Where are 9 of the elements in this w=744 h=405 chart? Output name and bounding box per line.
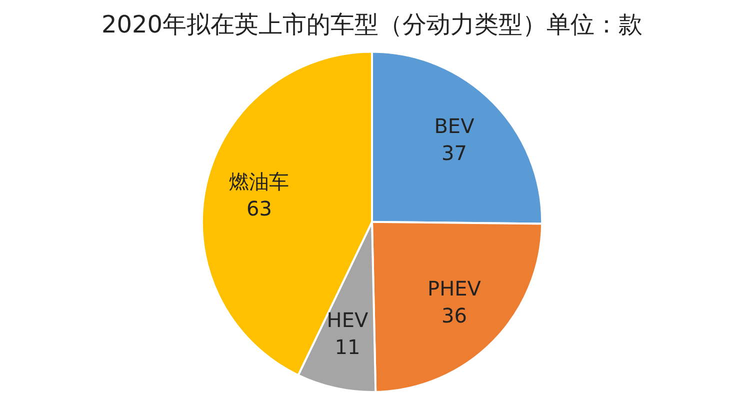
- slice-label: PHEV: [428, 276, 482, 300]
- slice-label: HEV: [326, 308, 368, 332]
- data-label: 63: [246, 196, 272, 220]
- data-label: 36: [442, 303, 467, 328]
- slice-label: BEV: [434, 114, 475, 138]
- data-label: 11: [334, 335, 360, 360]
- data-label: 37: [442, 140, 467, 165]
- slice-label: 燃油车: [229, 169, 290, 194]
- chart-title: 2020年拟在英上市的车型（分动力类型）单位：款: [101, 10, 643, 39]
